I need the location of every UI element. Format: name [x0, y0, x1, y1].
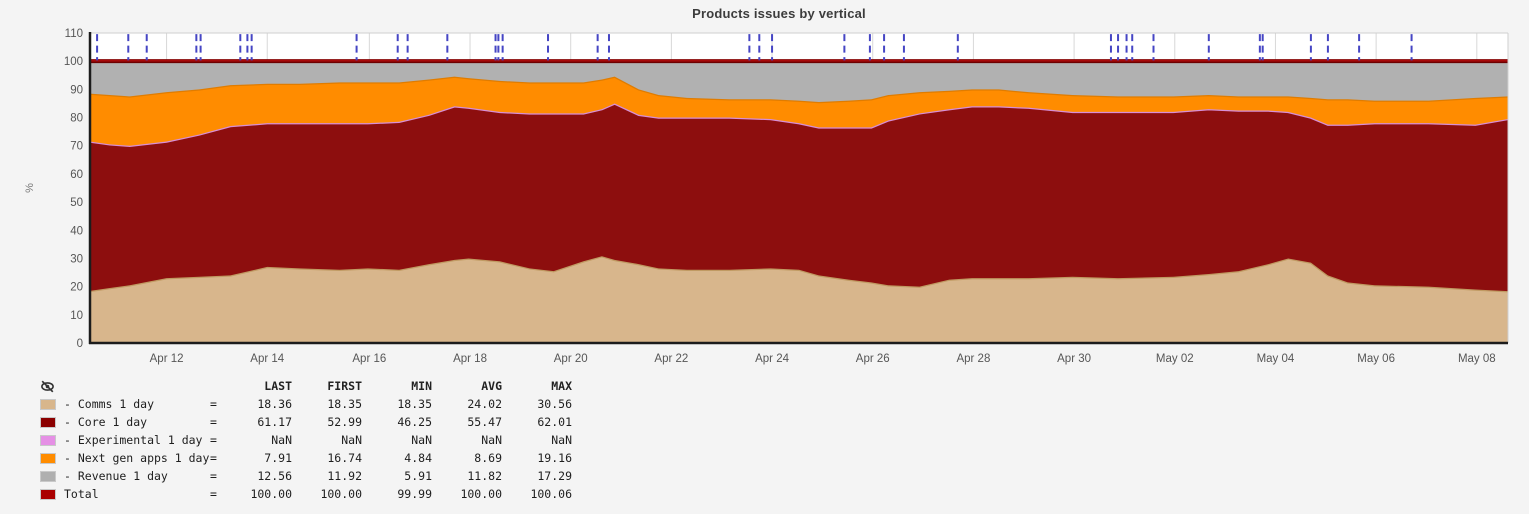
- legend-value-comms-1-day-min: 18.35: [397, 397, 432, 411]
- x-tick-label: Apr 12: [150, 353, 184, 365]
- eye-off-icon[interactable]: [40, 380, 55, 393]
- legend-label-core-1-day[interactable]: - Core 1 day: [64, 415, 148, 429]
- legend-equals: =: [210, 451, 217, 465]
- legend-value-experimental-1-day-first: NaN: [341, 433, 362, 447]
- legend-value-core-1-day-first: 52.99: [327, 415, 362, 429]
- x-tick-label: Apr 30: [1057, 353, 1091, 365]
- x-tick-label: May 06: [1357, 353, 1395, 365]
- series-area-revenue-1-day: [90, 61, 1508, 103]
- series-area-next-gen-apps-1-day: [90, 76, 1508, 146]
- x-tick-label: Apr 16: [352, 353, 386, 365]
- legend-value-total-last: 100.00: [250, 487, 292, 501]
- legend-value-total-max: 100.06: [530, 487, 572, 501]
- legend-value-revenue-1-day-first: 11.92: [327, 469, 362, 483]
- legend-value-experimental-1-day-last: NaN: [271, 433, 292, 447]
- y-tick-label: 50: [70, 197, 83, 209]
- y-tick-label: 60: [70, 169, 83, 181]
- legend-value-next-gen-apps-1-day-last: 7.91: [264, 451, 292, 465]
- legend-label-revenue-1-day[interactable]: - Revenue 1 day: [64, 469, 168, 483]
- legend-label-comms-1-day[interactable]: - Comms 1 day: [64, 397, 155, 411]
- y-tick-label: 70: [70, 141, 83, 153]
- x-tick-label: May 04: [1257, 353, 1295, 365]
- legend-value-core-1-day-last: 61.17: [257, 415, 292, 429]
- legend-value-comms-1-day-last: 18.36: [257, 397, 292, 411]
- legend-equals: =: [210, 433, 217, 447]
- y-tick-label: 20: [70, 282, 83, 294]
- legend-row-experimental-1-day: - Experimental 1 day = NaN NaN NaN NaN NaN: [0, 431, 640, 449]
- legend-value-revenue-1-day-avg: 11.82: [467, 469, 502, 483]
- legend-value-revenue-1-day-min: 5.91: [404, 469, 432, 483]
- legend-label-next-gen-apps-1-day[interactable]: - Next gen apps 1 day: [64, 451, 210, 465]
- legend-rows: - Comms 1 day = 18.36 18.35 18.35 24.02 30.56-…: [0, 395, 640, 503]
- legend-row-comms-1-day: - Comms 1 day = 18.36 18.35 18.35 24.02 30.56: [0, 395, 640, 413]
- legend-value-next-gen-apps-1-day-min: 4.84: [404, 451, 432, 465]
- legend-value-core-1-day-max: 62.01: [537, 415, 572, 429]
- y-tick-label: 90: [70, 84, 83, 96]
- legend-value-experimental-1-day-min: NaN: [411, 433, 432, 447]
- y-tick-label: 100: [64, 56, 83, 68]
- x-tick-label: Apr 24: [755, 353, 789, 365]
- legend-equals: =: [210, 415, 217, 429]
- legend-swatch-comms-1-day[interactable]: [40, 398, 56, 410]
- legend-value-revenue-1-day-last: 12.56: [257, 469, 292, 483]
- x-tick-label: Apr 14: [250, 353, 284, 365]
- legend-value-core-1-day-avg: 55.47: [467, 415, 502, 429]
- x-tick-label: Apr 20: [554, 353, 588, 365]
- y-tick-label: 80: [70, 113, 83, 125]
- legend-swatch-next-gen-apps-1-day[interactable]: [40, 452, 56, 464]
- legend-value-comms-1-day-avg: 24.02: [467, 397, 502, 411]
- legend-column-avg: AVG: [481, 379, 502, 393]
- legend-column-last: LAST: [264, 379, 292, 393]
- legend-row-next-gen-apps-1-day: - Next gen apps 1 day = 7.91 16.74 4.84 8.69 1…: [0, 449, 640, 467]
- legend-equals: =: [210, 469, 217, 483]
- y-tick-label: 0: [77, 338, 83, 350]
- legend-table: LAST FIRST MIN AVG MAX - Comms 1 day = 18.36 18…: [0, 377, 640, 503]
- x-tick-label: Apr 22: [654, 353, 688, 365]
- legend-value-total-first: 100.00: [320, 487, 362, 501]
- legend-swatch-revenue-1-day[interactable]: [40, 470, 56, 482]
- legend-row-revenue-1-day: - Revenue 1 day = 12.56 11.92 5.91 11.82 17.29: [0, 467, 640, 485]
- legend-value-total-avg: 100.00: [460, 487, 502, 501]
- legend-column-first: FIRST: [327, 379, 362, 393]
- y-tick-label: 40: [70, 225, 83, 237]
- legend-value-experimental-1-day-max: NaN: [551, 433, 572, 447]
- x-tick-label: Apr 18: [453, 353, 487, 365]
- y-tick-label: 10: [70, 310, 83, 322]
- x-tick-label: May 08: [1458, 353, 1496, 365]
- legend-column-min: MIN: [411, 379, 432, 393]
- legend-value-next-gen-apps-1-day-first: 16.74: [327, 451, 362, 465]
- legend-value-core-1-day-min: 46.25: [397, 415, 432, 429]
- x-tick-label: May 02: [1156, 353, 1194, 365]
- y-tick-label: 110: [65, 28, 83, 40]
- legend-equals: =: [210, 397, 217, 411]
- legend-swatch-total[interactable]: [40, 488, 56, 500]
- legend-value-experimental-1-day-avg: NaN: [481, 433, 502, 447]
- legend-swatch-experimental-1-day[interactable]: [40, 434, 56, 446]
- legend-value-next-gen-apps-1-day-max: 19.16: [537, 451, 572, 465]
- y-axis-label: %: [24, 183, 36, 193]
- legend-equals: =: [210, 487, 217, 501]
- legend-row-total: Total = 100.00 100.00 99.99 100.00 100.06: [0, 485, 640, 503]
- chart-title: Products issues by vertical: [692, 6, 866, 21]
- series-area-core-1-day: [90, 103, 1508, 292]
- legend-label-total[interactable]: Total: [64, 487, 99, 501]
- legend-value-next-gen-apps-1-day-avg: 8.69: [474, 451, 502, 465]
- legend-row-core-1-day: - Core 1 day = 61.17 52.99 46.25 55.47 62.01: [0, 413, 640, 431]
- legend-value-comms-1-day-first: 18.35: [327, 397, 362, 411]
- legend-header: LAST FIRST MIN AVG MAX: [0, 377, 640, 395]
- legend-swatch-core-1-day[interactable]: [40, 416, 56, 428]
- x-tick-label: Apr 26: [856, 353, 890, 365]
- legend-value-comms-1-day-max: 30.56: [537, 397, 572, 411]
- stacked-area-chart[interactable]: 0 10 20 30 40 50 60 70 80 90 100 110 Apr 12 Apr 14 Apr…: [0, 25, 1529, 375]
- legend-column-max: MAX: [551, 379, 572, 393]
- x-tick-label: Apr 28: [956, 353, 990, 365]
- y-tick-label: 30: [70, 253, 83, 265]
- legend-value-total-min: 99.99: [397, 487, 432, 501]
- legend-label-experimental-1-day[interactable]: - Experimental 1 day: [64, 433, 203, 447]
- legend-value-revenue-1-day-max: 17.29: [537, 469, 572, 483]
